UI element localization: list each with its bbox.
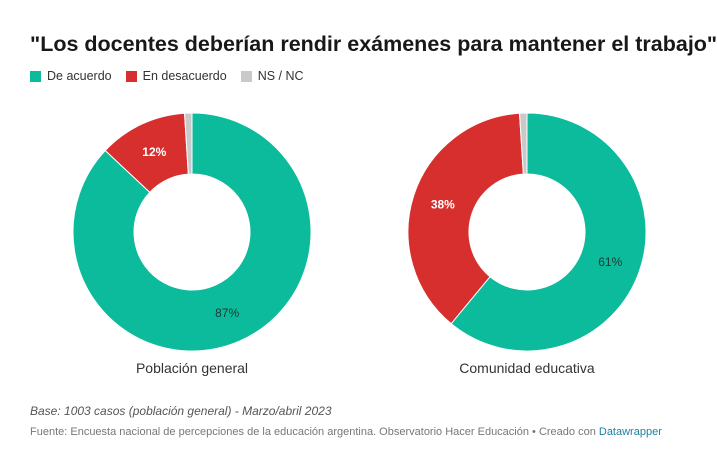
slice-0-ns-nc[interactable] xyxy=(183,112,193,175)
datawrapper-link[interactable]: Datawrapper xyxy=(598,426,662,438)
legend-swatch-en-desacuerdo xyxy=(125,70,137,82)
slice-1-de-acuerdo[interactable] xyxy=(450,112,647,352)
slice-1-ns-nc[interactable] xyxy=(518,112,528,175)
legend-item-de-acuerdo: De acuerdo xyxy=(30,69,112,83)
slice-label-1-0: 61% xyxy=(598,255,622,269)
legend-label-en-desacuerdo: En desacuerdo xyxy=(142,69,227,83)
donut-title-0: Población general xyxy=(136,360,248,376)
slice-0-de-acuerdo[interactable] xyxy=(72,112,312,352)
legend-item-ns-nc: NS / NC xyxy=(240,69,304,83)
source-text: Fuente: Encuesta nacional de percepcione… xyxy=(30,426,599,438)
source-line: Fuente: Encuesta nacional de percepcione… xyxy=(30,426,662,438)
legend-swatch-de-acuerdo xyxy=(30,70,41,82)
chart-notes: Base: 1003 casos (población general) - M… xyxy=(30,404,332,418)
donut-title-1: Comunidad educativa xyxy=(459,360,595,376)
legend-label-ns-nc: NS / NC xyxy=(257,69,304,83)
legend-swatch-ns-nc xyxy=(240,70,252,82)
legend-item-en-desacuerdo: En desacuerdo xyxy=(125,69,227,83)
slice-label-0-0: 87% xyxy=(215,306,239,320)
slice-label-0-1: 12% xyxy=(142,145,166,159)
slice-label-1-1: 38% xyxy=(431,198,455,212)
slice-1-en-desacuerdo[interactable] xyxy=(407,112,524,325)
chart-title: "Los docentes deberían rendir exámenes p… xyxy=(30,32,717,56)
legend: De acuerdo En desacuerdo NS / NC xyxy=(30,67,318,85)
legend-label-de-acuerdo: De acuerdo xyxy=(47,69,112,83)
